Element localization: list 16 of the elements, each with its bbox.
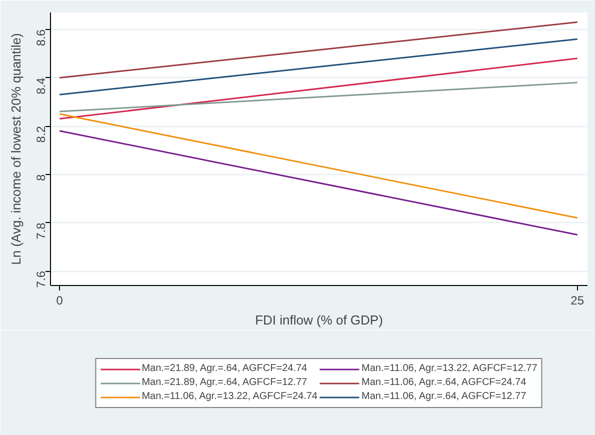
y-tick-label: 8.4 — [34, 77, 48, 94]
y-tick-label: 8.2 — [34, 126, 48, 143]
y-tick-label: 8 — [34, 174, 48, 182]
y-tick-label: 8.6 — [34, 29, 48, 46]
legend-label: Man.=21.89, Agr.=.64, AGFCF=12.77 — [142, 376, 308, 388]
legend-label: Man.=11.06, Agr.=.64, AGFCF=24.74 — [362, 376, 526, 388]
x-axis-title: FDI inflow (% of GDP) — [255, 312, 383, 328]
legend-label: Man.=11.06, Agr.=13.22, AGFCF=24.74 — [142, 390, 318, 402]
y-axis-title: Ln (Avg. income of lowest 20% quantile) — [8, 33, 24, 265]
legend-label: Man.=11.06, Agr.=13.22, AGFCF=12.77 — [362, 362, 538, 374]
y-tick-label: 7.8 — [34, 222, 48, 240]
legend-label: Man.=21.89, Agr.=.64, AGFCF=24.74 — [142, 362, 308, 374]
x-tick-label: 0 — [56, 294, 64, 308]
legend-label: Man.=11.06, Agr.=.64, AGFCF=12.77 — [362, 390, 526, 402]
x-tick-label: 25 — [570, 294, 584, 308]
y-tick-label: 7.6 — [34, 270, 48, 288]
